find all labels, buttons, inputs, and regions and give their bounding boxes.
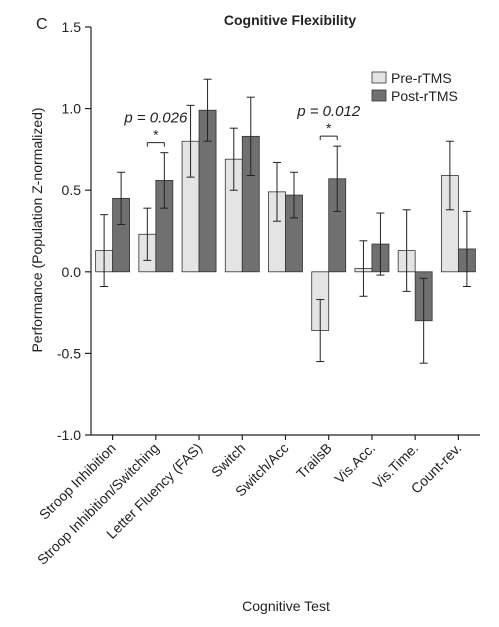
legend-swatch-post: [371, 89, 387, 102]
significance-star: *: [326, 120, 332, 136]
y-tick-label: 0.0: [62, 264, 82, 280]
panel-label: C: [36, 16, 48, 33]
y-tick-label: 1.0: [62, 101, 82, 117]
x-axis-label: Cognitive Test: [242, 598, 330, 614]
y-tick-label: 0.5: [62, 182, 82, 198]
x-tick-label: TrailsB: [293, 440, 335, 482]
y-tick-label: -1.0: [57, 427, 81, 443]
chart-title: Cognitive Flexibility: [224, 12, 356, 28]
y-tick-label: 1.5: [62, 19, 82, 35]
x-tick-label: Switch: [208, 440, 248, 480]
legend-label: Pre-rTMS: [391, 70, 452, 86]
y-axis-label: Performance (Population Z-normalized): [29, 107, 45, 352]
y-tick-label: -0.5: [57, 345, 81, 361]
p-value-label: p = 0.012: [296, 103, 361, 120]
significance-star: *: [153, 127, 159, 143]
legend-swatch-pre: [371, 71, 387, 84]
x-tick-label: Stroop Inhibition: [36, 440, 119, 523]
p-value-label: p = 0.026: [123, 110, 188, 127]
legend-label: Post-rTMS: [391, 88, 458, 104]
